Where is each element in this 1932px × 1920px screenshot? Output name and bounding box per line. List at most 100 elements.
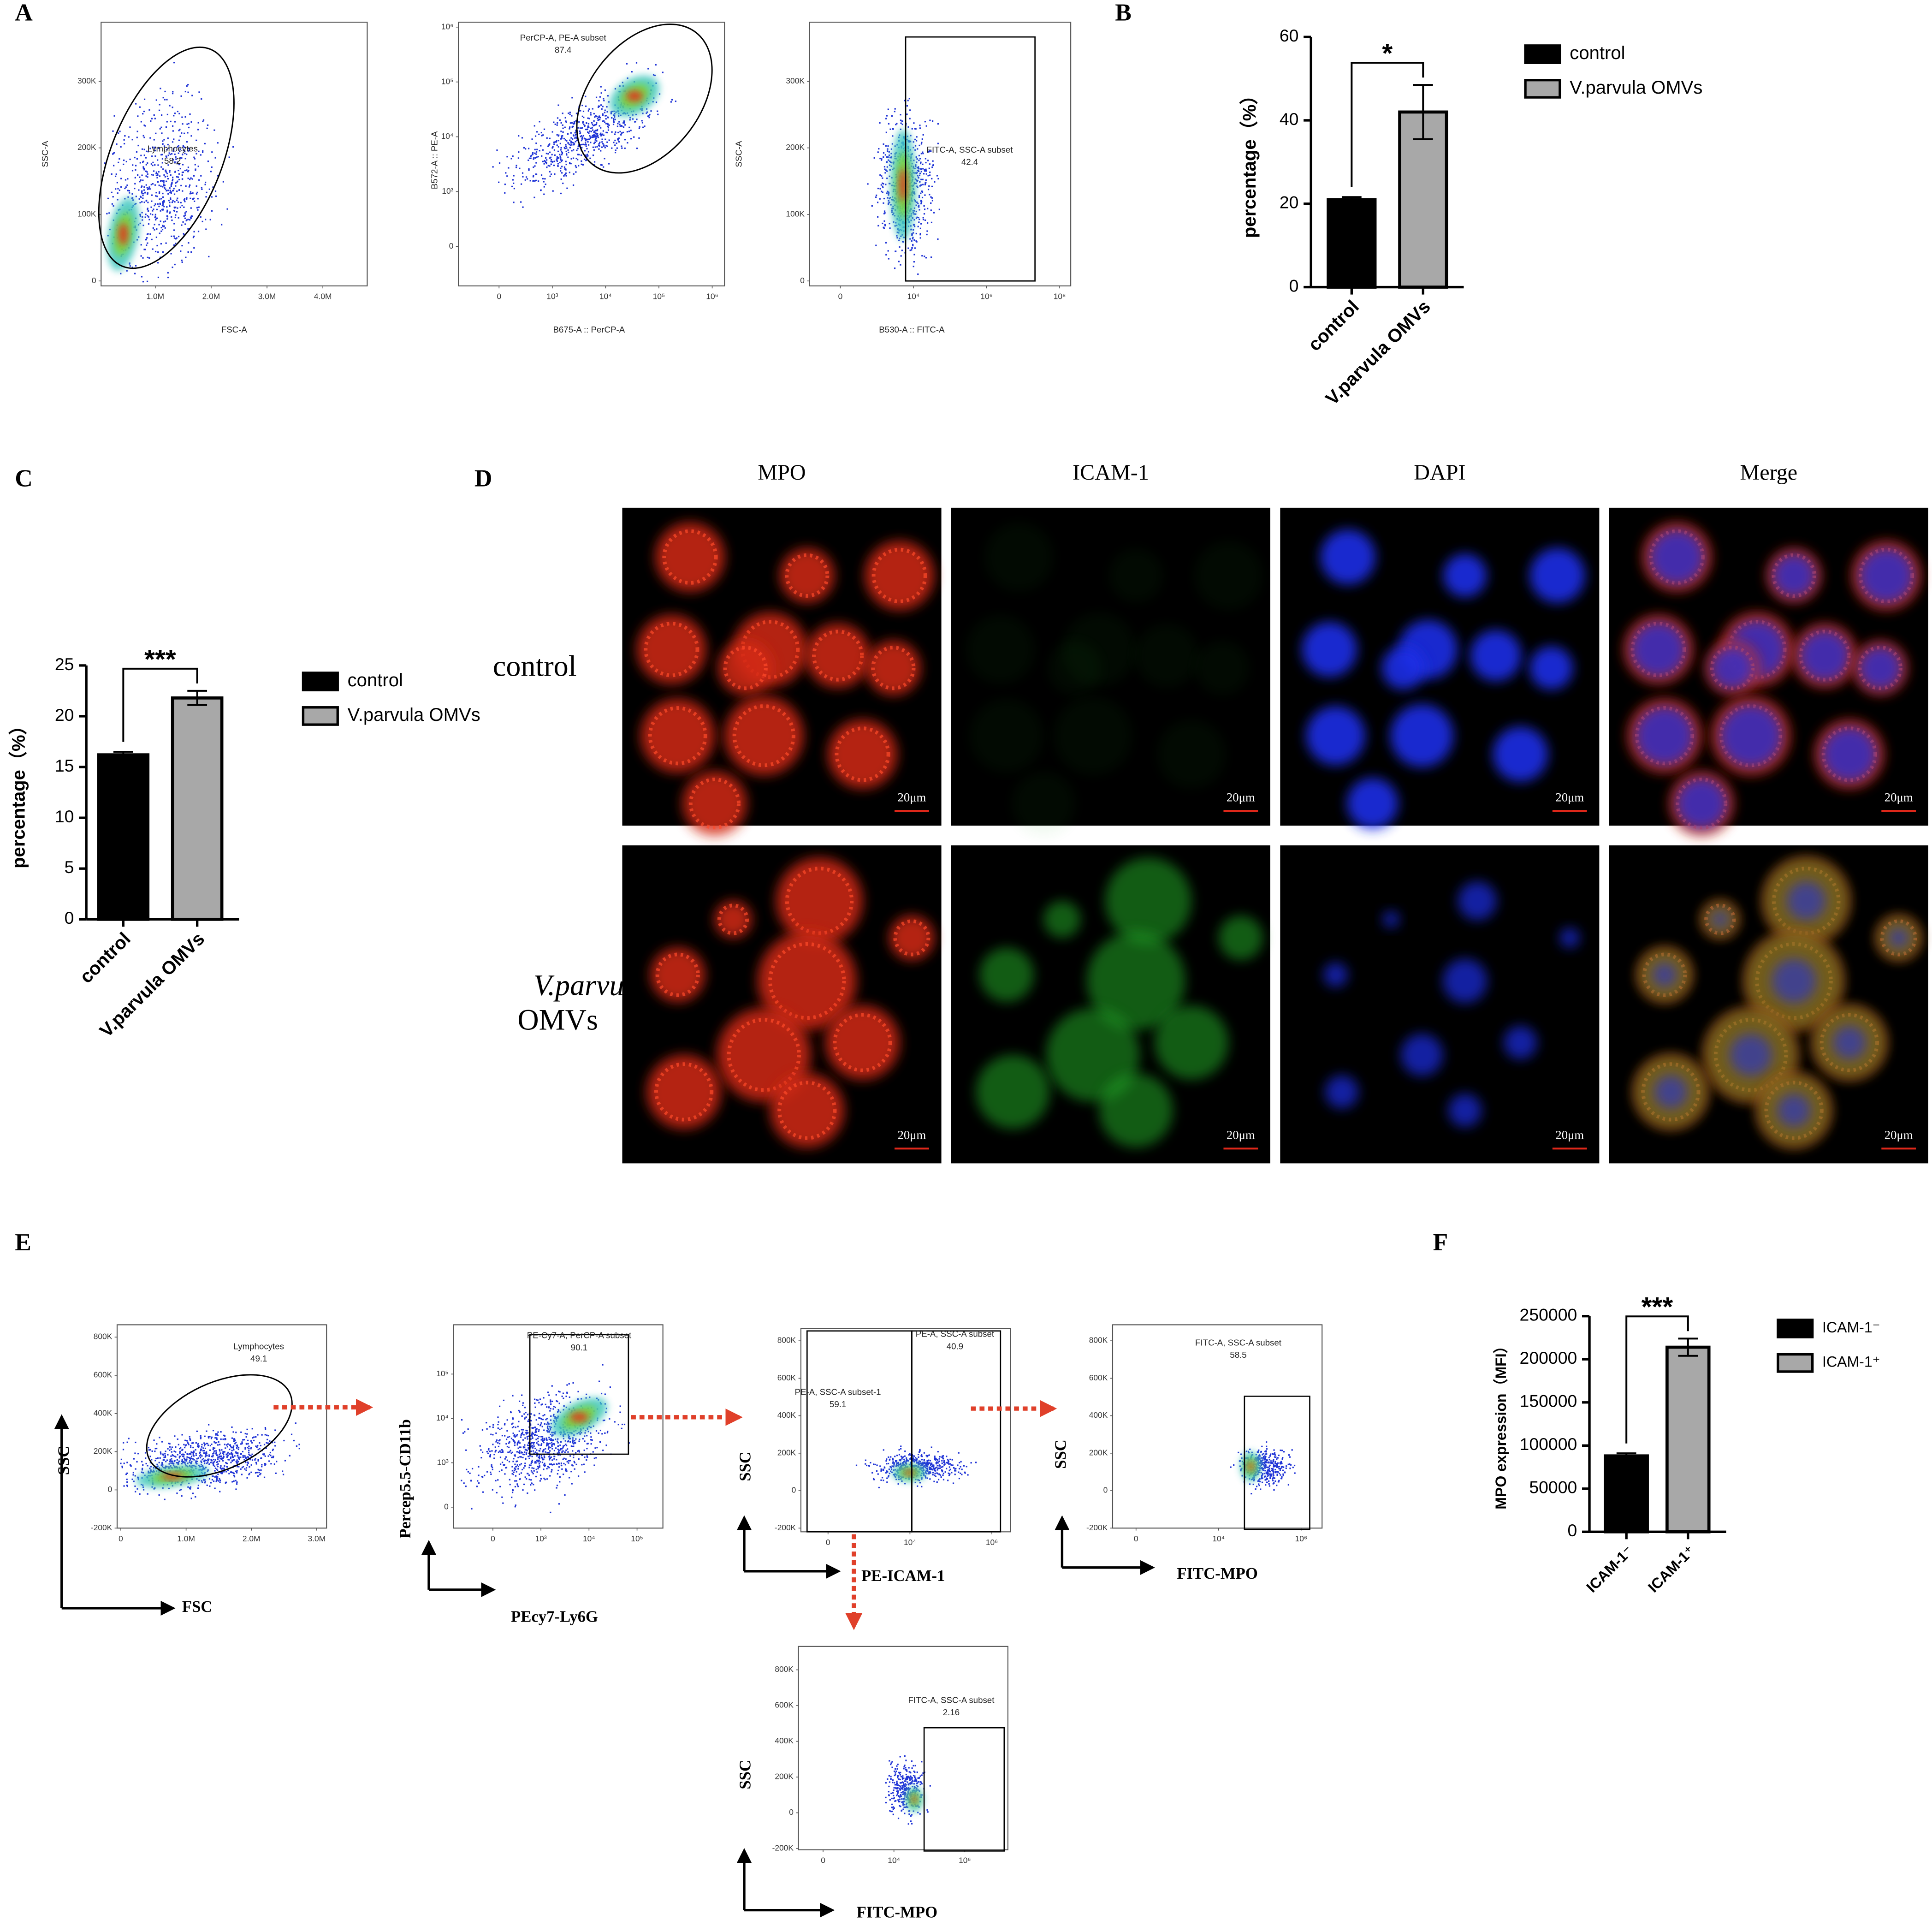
event-dot xyxy=(936,1461,938,1463)
event-dot xyxy=(511,1492,514,1493)
event-dot xyxy=(147,192,148,194)
event-dot xyxy=(160,220,161,222)
event-dot xyxy=(231,1446,233,1448)
event-dot xyxy=(523,1413,525,1415)
event-dot xyxy=(259,1474,261,1475)
event-dot xyxy=(539,1461,541,1463)
event-dot xyxy=(1264,1475,1266,1477)
event-dot xyxy=(179,157,181,159)
x-tick-label: 0 xyxy=(1134,1534,1138,1543)
event-dot xyxy=(561,1468,563,1470)
event-dot xyxy=(193,1450,195,1452)
event-dot xyxy=(897,1462,899,1463)
event-dot xyxy=(1267,1469,1269,1471)
event-dot xyxy=(883,1469,884,1471)
event-dot xyxy=(141,201,143,203)
event-dot xyxy=(560,1448,562,1450)
event-dot xyxy=(899,238,901,239)
event-dot xyxy=(621,145,622,147)
event-dot xyxy=(492,1468,493,1470)
event-dot xyxy=(563,1462,565,1465)
event-dot xyxy=(171,1446,173,1448)
event-dot xyxy=(655,64,657,66)
event-dot xyxy=(189,1460,191,1462)
event-dot xyxy=(187,1462,189,1464)
event-dot xyxy=(232,1445,235,1447)
event-dot xyxy=(929,171,931,173)
event-dot xyxy=(142,195,144,196)
event-dot xyxy=(123,1442,124,1444)
event-dot xyxy=(906,113,908,115)
event-dot xyxy=(245,1467,248,1469)
event-dot xyxy=(1264,1467,1266,1469)
event-dot xyxy=(889,155,890,156)
event-dot xyxy=(173,237,176,239)
event-dot xyxy=(208,256,210,258)
event-dot xyxy=(563,175,565,177)
event-dot xyxy=(518,135,520,137)
event-dot xyxy=(1264,1479,1266,1481)
event-dot xyxy=(1268,1473,1270,1475)
plot-frame xyxy=(458,22,725,286)
event-dot xyxy=(180,184,182,187)
event-dot xyxy=(939,1465,941,1467)
event-dot xyxy=(1269,1473,1271,1475)
event-dot xyxy=(606,1432,609,1433)
event-dot xyxy=(530,1447,532,1449)
event-dot xyxy=(553,1458,555,1460)
event-dot xyxy=(527,1492,528,1494)
event-dot xyxy=(514,1454,516,1456)
event-dot xyxy=(235,1461,237,1462)
event-dot xyxy=(557,1452,558,1454)
event-dot xyxy=(161,162,163,164)
event-dot xyxy=(569,147,571,149)
event-dot xyxy=(578,1458,580,1460)
event-dot xyxy=(595,1430,598,1432)
event-dot xyxy=(966,1466,967,1468)
event-dot xyxy=(182,123,184,125)
event-dot xyxy=(169,1461,171,1462)
event-dot xyxy=(527,159,529,161)
event-dot xyxy=(886,1463,888,1465)
event-dot xyxy=(530,1420,532,1421)
event-dot xyxy=(163,139,165,141)
event-dot xyxy=(925,1466,926,1468)
event-dot xyxy=(904,1483,906,1485)
event-dot xyxy=(577,148,579,149)
event-dot xyxy=(219,1478,220,1480)
event-dot xyxy=(1266,1462,1268,1463)
y-tick-label: 200K xyxy=(777,1448,796,1457)
event-dot xyxy=(152,210,154,212)
event-dot xyxy=(900,1459,901,1461)
event-dot xyxy=(587,117,589,119)
event-dot xyxy=(543,1477,545,1480)
event-dot xyxy=(1276,1474,1278,1476)
event-dot xyxy=(163,174,165,176)
event-dot xyxy=(257,1459,259,1461)
event-dot xyxy=(252,1437,254,1439)
event-dot xyxy=(213,129,215,131)
event-dot xyxy=(888,191,889,193)
event-dot xyxy=(139,215,142,217)
event-dot xyxy=(608,163,610,165)
event-dot xyxy=(168,1463,170,1465)
event-dot xyxy=(516,1461,517,1462)
event-dot xyxy=(887,108,889,110)
event-dot xyxy=(480,1449,482,1451)
event-dot xyxy=(525,1433,527,1435)
event-dot xyxy=(172,158,174,160)
event-dot xyxy=(913,266,914,267)
event-dot xyxy=(213,1452,215,1454)
event-dot xyxy=(499,1450,501,1452)
event-dot xyxy=(890,204,892,206)
event-dot xyxy=(167,1448,169,1450)
event-dot xyxy=(175,206,177,208)
event-dot xyxy=(491,1464,492,1466)
event-dot xyxy=(146,171,148,173)
event-dot xyxy=(145,184,147,186)
x-tick-label: 10⁴ xyxy=(904,1538,916,1547)
event-dot xyxy=(894,1456,896,1457)
event-dot xyxy=(206,1430,207,1432)
